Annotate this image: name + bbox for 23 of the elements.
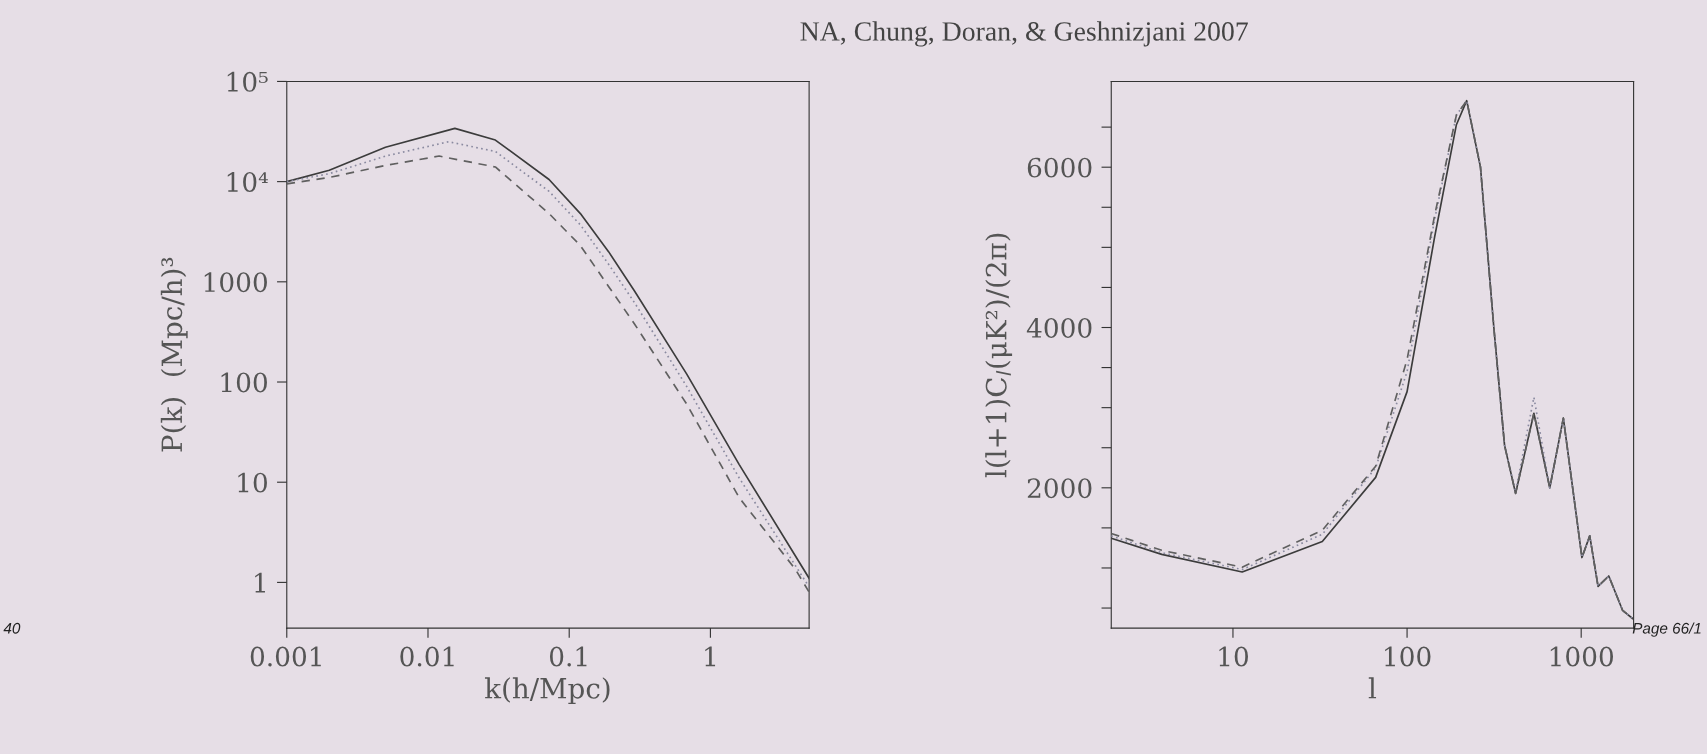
y-tick-label: 10: [238, 472, 267, 493]
y-tick-label: 10⁵: [227, 71, 268, 92]
y-tick-label: 10⁴: [227, 172, 268, 193]
x-tick-label: 1: [705, 646, 716, 667]
y-tick-label: 1000: [204, 272, 267, 293]
x-axis-title: k(h/Mpc): [484, 677, 610, 705]
y-tick-label: 1: [255, 572, 265, 593]
x-tick-label: 1000: [1550, 646, 1614, 667]
x-tick-label: 10: [1219, 646, 1248, 667]
text: NA, Chung, Doran, & Geshnizjani 2007: [800, 21, 1248, 47]
annotation: Page 66/1: [1632, 622, 1701, 637]
y-tick-label: 100: [221, 372, 267, 393]
x-axis-title: l: [1368, 677, 1377, 699]
y-tick-label: 4000: [1026, 317, 1092, 338]
x-tick-label: 0.01: [400, 646, 454, 667]
y-axis-title: l(l+1)C$_{l}$(μK²)/(2π): [985, 233, 1013, 478]
y-tick-label: 2000: [1027, 478, 1092, 499]
x-tick-label: 100: [1385, 646, 1431, 667]
x-tick-label: 0.001: [250, 646, 321, 667]
text: 40: [3, 622, 21, 634]
y-axis-title: P(k) (Mpc/h)³: [160, 257, 188, 452]
y-tick-label: 6000: [1027, 157, 1092, 178]
x-tick-label: 0.1: [549, 646, 587, 667]
